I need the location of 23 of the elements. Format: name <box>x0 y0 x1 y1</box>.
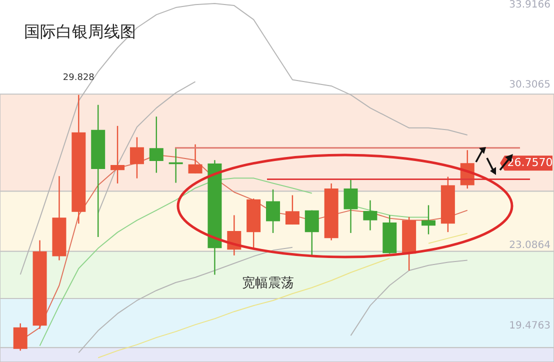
y-tick-label: 23.0864 <box>509 240 550 252</box>
line-series <box>78 246 293 354</box>
line-series <box>350 260 468 336</box>
text: 26.7570 <box>507 156 553 170</box>
candlestick <box>149 116 164 174</box>
candlestick <box>130 136 144 179</box>
candlestick <box>266 188 280 234</box>
y-tick-label: 33.9166 <box>509 0 550 11</box>
candlestick <box>13 322 28 352</box>
candlestick <box>304 210 319 256</box>
candlestick <box>344 178 358 234</box>
line-series <box>98 81 196 214</box>
annotation: 宽幅震荡 <box>242 275 294 291</box>
candlestick <box>188 144 202 174</box>
line-series <box>20 3 468 275</box>
y-tick-label: 19.4763 <box>509 320 550 332</box>
candlestick <box>110 125 125 184</box>
text: 国际白银周线图 <box>24 22 136 41</box>
candlestick <box>285 194 300 226</box>
annotation: 29.828 <box>62 72 95 83</box>
candlestick <box>422 204 436 235</box>
y-tick-label: 30.3065 <box>509 80 550 91</box>
candlestick <box>363 200 378 231</box>
